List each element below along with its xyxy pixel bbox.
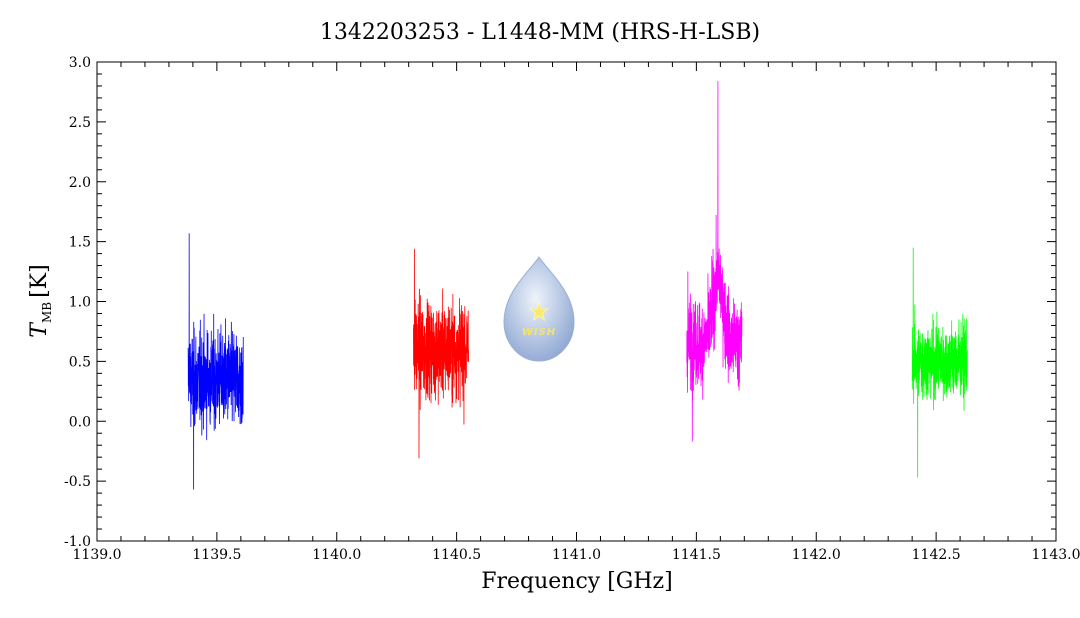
y-axis-label: TMB [K] [27, 264, 54, 337]
spectrum-series-1 [187, 233, 244, 490]
x-tick-label: 1141.0 [552, 547, 601, 563]
y-tick-label: 1.5 [69, 235, 91, 251]
y-tick-label: -1.0 [64, 534, 91, 550]
spectrum-series-2 [413, 248, 470, 459]
x-tick-label: 1142.5 [912, 547, 961, 563]
y-tick-label: -0.5 [64, 474, 91, 490]
y-tick-label: 1.0 [69, 295, 91, 311]
plot-frame [96, 61, 1057, 542]
y-axis-label-unit: [K] [27, 264, 52, 298]
x-tick-label: 1139.5 [192, 547, 241, 563]
spectrum-series-4 [911, 247, 968, 478]
y-tick-label: 2.5 [69, 115, 91, 131]
x-tick-label: 1139.0 [73, 547, 122, 563]
y-tick-labels: -1.0 -0.5 0.0 0.5 1.0 1.5 2.0 2.5 3.0 [64, 55, 91, 550]
spectrum-series-3 [686, 81, 743, 442]
y-tick-label: 0.0 [69, 414, 91, 430]
x-tick-label: 1140.5 [432, 547, 481, 563]
star-icon [528, 300, 550, 322]
chart-title: 1342203253 - L1448-MM (HRS-H-LSB) [320, 20, 760, 45]
x-tick-label: 1142.0 [792, 547, 841, 563]
x-tick-label: 1140.0 [312, 547, 361, 563]
y-tick-label: 0.5 [69, 354, 91, 370]
y-axis-label-main: T [27, 321, 52, 338]
y-axis-label-sub: MB [40, 302, 54, 323]
y-tick-label: 3.0 [69, 55, 91, 71]
x-axis-label: Frequency [GHz] [481, 569, 673, 594]
spectrum-series [187, 81, 968, 490]
wish-logo: WISH [503, 256, 575, 362]
x-tick-labels: 1139.0 1139.5 1140.0 1140.5 1141.0 1141.5 1142… [73, 547, 1080, 563]
y-tick-label: 2.0 [69, 175, 91, 191]
logo-text: WISH [522, 327, 556, 338]
axis-ticks [96, 61, 1057, 542]
x-tick-label: 1143.0 [1032, 547, 1080, 563]
x-tick-label: 1141.5 [672, 547, 721, 563]
